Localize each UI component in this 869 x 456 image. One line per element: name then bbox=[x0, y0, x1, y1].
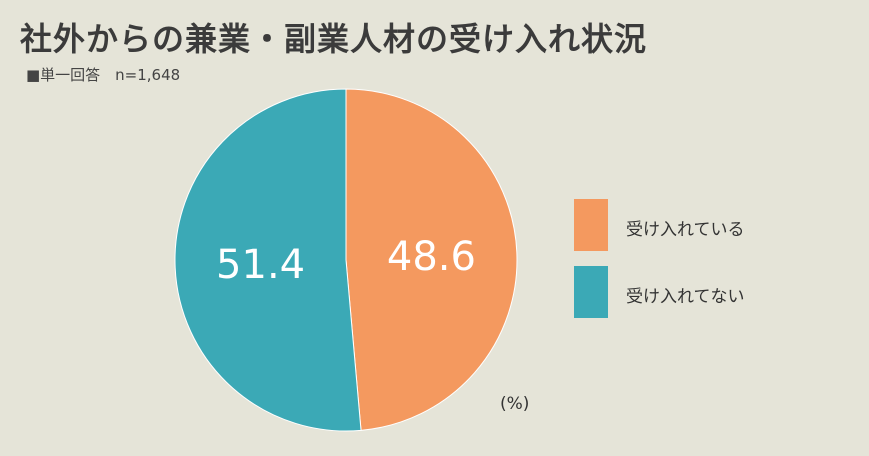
pie-data-label-1: 51.4 bbox=[216, 242, 305, 288]
pie-data-label-0: 48.6 bbox=[387, 234, 476, 280]
pie-slice-0 bbox=[345, 88, 518, 431]
unit-label: (%) bbox=[500, 394, 530, 414]
pie-slice-1 bbox=[174, 88, 362, 432]
legend-item-accepting: 受け入れている bbox=[574, 199, 794, 251]
legend-label-not-accepting: 受け入れてない bbox=[626, 287, 745, 307]
legend-item-not-accepting: 受け入れてない bbox=[574, 266, 794, 318]
legend-label-accepting: 受け入れている bbox=[626, 220, 745, 240]
legend-swatch-not-accepting bbox=[574, 266, 608, 318]
chart-subtitle: ■単一回答 n=1,648 bbox=[26, 66, 181, 84]
legend-swatch-accepting bbox=[574, 199, 608, 251]
chart-title: 社外からの兼業・副業人材の受け入れ状況 bbox=[20, 20, 648, 58]
